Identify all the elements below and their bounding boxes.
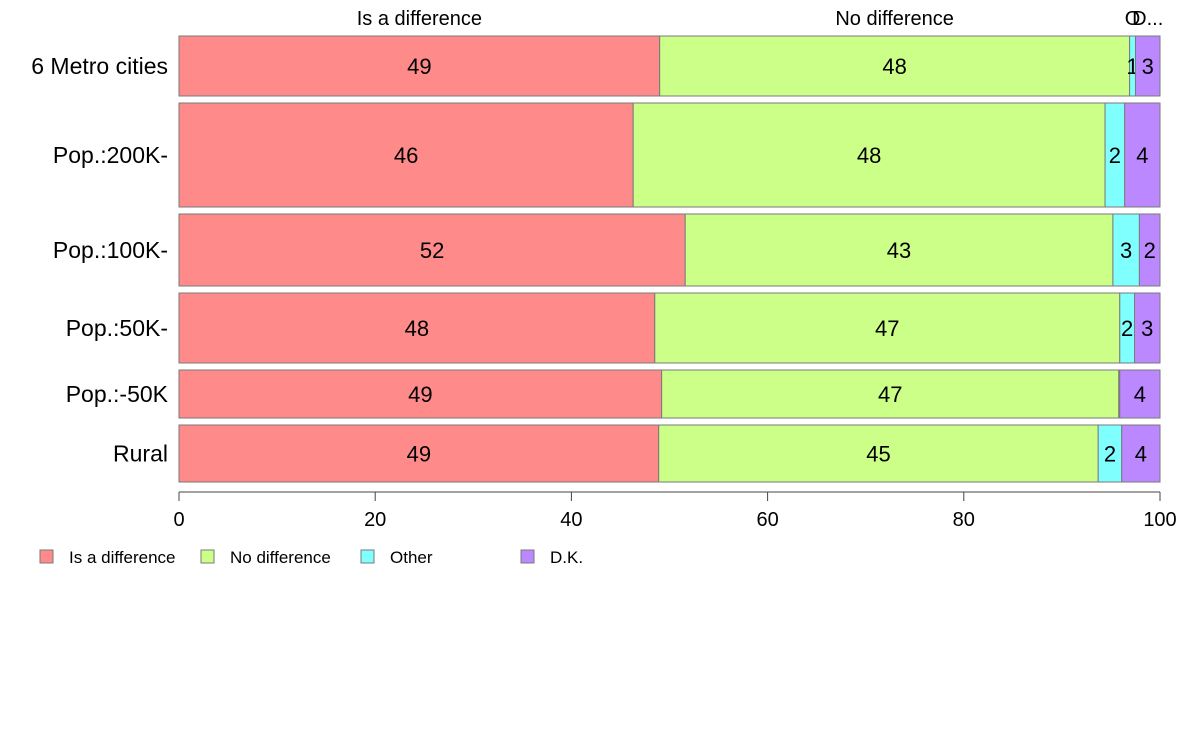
bar-segment [1112, 213, 1140, 287]
legend-label: D.K. [550, 548, 583, 567]
bar-segment [1133, 292, 1161, 364]
top-series-label: Is a difference [357, 8, 482, 30]
data-label: 2 [1109, 143, 1121, 168]
x-axis: 0 20 40 60 80 100 [173, 491, 1177, 531]
top-series-label: No difference [835, 8, 954, 30]
top-series-labels: Is a difference No difference OD... [357, 8, 1164, 30]
bar-segment [658, 424, 1099, 483]
bar-segment [178, 369, 663, 419]
data-label: 48 [882, 54, 906, 79]
data-label: 48 [857, 143, 881, 168]
bar-segment [178, 424, 660, 483]
bar-segment [684, 213, 1114, 287]
bar-segment [632, 102, 1106, 208]
data-label: 43 [887, 238, 911, 263]
legend-label: No difference [230, 548, 331, 567]
bar-segment [178, 213, 686, 287]
category-label: Pop.:200K- [53, 142, 168, 168]
bar-segment [1119, 369, 1161, 419]
bar-segment [1124, 102, 1161, 208]
legend-swatch [39, 549, 54, 564]
bar-segment [178, 292, 656, 364]
data-label: 3 [1142, 54, 1154, 79]
category-label: 6 Metro cities [31, 53, 168, 79]
bar-segment [659, 35, 1131, 97]
data-label: 46 [394, 143, 418, 168]
data-label: 3 [1120, 238, 1132, 263]
data-label: 4 [1136, 143, 1148, 168]
category-label: Pop.:-50K [66, 381, 169, 407]
category-label: Pop.:50K- [66, 315, 168, 341]
category-label: Pop.:100K- [53, 237, 168, 263]
bar-segment [178, 102, 634, 208]
x-tick-label: 80 [953, 509, 975, 531]
bar-segment [661, 369, 1120, 419]
y-axis: 6 Metro cities Pop.:200K- Pop.:100K- Pop.:5… [31, 53, 168, 467]
data-label: 4 [1135, 442, 1147, 467]
x-tick-label: 20 [364, 509, 386, 531]
top-series-label: O [1125, 8, 1141, 30]
x-tick-label: 100 [1143, 509, 1176, 531]
data-label: 3 [1141, 316, 1153, 341]
x-tick-label: 0 [173, 509, 184, 531]
data-label: 49 [407, 54, 431, 79]
top-series-label: D... [1132, 8, 1163, 30]
data-label: 4 [1134, 382, 1146, 407]
bar-segment [1121, 424, 1161, 483]
data-label: 2 [1144, 238, 1156, 263]
legend-label: Is a difference [69, 548, 175, 567]
legend-label: Other [390, 548, 433, 567]
data-label: 49 [408, 382, 432, 407]
plot-area: 49 48 1 346 48 2 452 43 3 248 47 2 349 47 449 45 2 4 [178, 35, 1161, 483]
legend-swatch [520, 549, 535, 564]
data-label: 45 [866, 442, 890, 467]
data-label: 2 [1104, 442, 1116, 467]
category-label: Rural [113, 441, 168, 467]
data-label: 49 [407, 442, 431, 467]
data-label: 52 [420, 238, 444, 263]
data-label: 2 [1121, 316, 1133, 341]
data-label: 47 [875, 316, 899, 341]
legend: Is a difference No difference Other D.K. [39, 548, 583, 567]
x-tick-label: 60 [756, 509, 778, 531]
legend-swatch [360, 549, 375, 564]
bar-segment [654, 292, 1121, 364]
bar-segment [1138, 213, 1161, 287]
data-label: 47 [878, 382, 902, 407]
bar-segment [1134, 35, 1161, 97]
legend-swatch [200, 549, 215, 564]
x-tick-label: 40 [560, 509, 582, 531]
data-label: 48 [405, 316, 429, 341]
